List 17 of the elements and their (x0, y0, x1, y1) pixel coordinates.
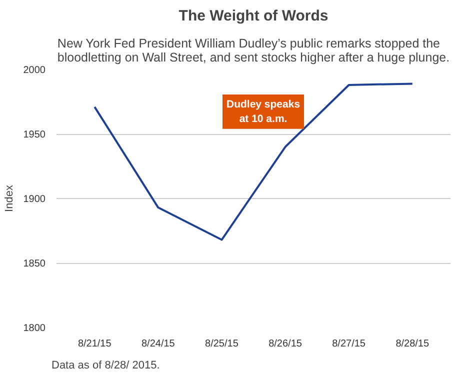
text: Data as of 8/28/ 2015. (52, 360, 160, 372)
x-tick-label: 8/28/15 (396, 338, 430, 350)
y-tick-label: 1800 (23, 323, 46, 334)
annotation: Dudley speaks at 10 a.m. (226, 98, 300, 125)
y-axis-title: Index (3, 184, 16, 212)
x-tick-label: 8/27/15 (332, 338, 366, 350)
y-tick-label: 1950 (23, 130, 46, 140)
chart-subtitle: New York Fed President William Dudley’s public remarks stopped the bloodletting on Wall Street, and sent stocks higher after a huge plunge. (57, 36, 450, 64)
line-series (94, 82, 414, 241)
chart-title: The Weight of Words (178, 8, 328, 24)
x-tick-label: 8/24/15 (141, 338, 176, 350)
x-tick-label: 8/26/15 (268, 338, 302, 350)
y-tick-label: 2000 (23, 65, 46, 76)
y-tick-label: 1850 (23, 258, 46, 270)
x-tick-label: 8/25/15 (205, 338, 239, 350)
x-tick-label: 8/21/15 (78, 338, 112, 350)
y-tick-label: 1900 (23, 194, 46, 205)
